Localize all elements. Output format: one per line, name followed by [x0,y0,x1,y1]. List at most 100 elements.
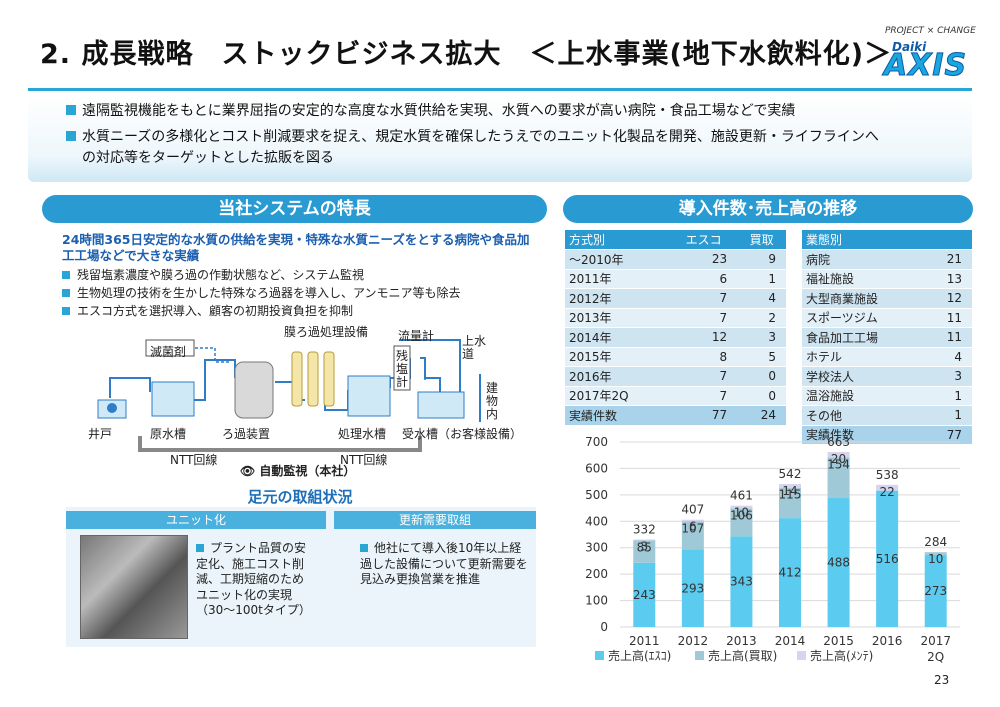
legend-swatch [797,651,806,660]
data-label: 10 [734,506,749,520]
bar-segment [633,562,656,627]
table-total-row: 実績件数 77 24 [565,405,786,426]
feature-point: 残留塩素濃度や膜ろ過の作動状態など、システム監視 [62,266,364,283]
table-row: 食品加工工場 11 [802,327,972,348]
table-cell: 9 [737,249,786,270]
table-cell: 学校法人 [802,366,907,387]
water-supply-label: 上水道 [462,334,487,361]
renew-heading: 更新需要取組 [334,511,536,529]
table-cell: 2014年 [565,327,670,348]
table-cell: スポーツジム [802,308,907,328]
filter-label: ろ過装置 [222,427,271,441]
table-cell: 6 [670,269,738,289]
flowmeter-label: 流量計 [398,329,435,343]
x-tick-sublabel: 2Q [927,650,944,664]
table-cell: 7 [670,386,738,406]
x-tick-label: 2014 [775,634,806,648]
disinfectant-box [145,339,195,357]
bar-segment [876,484,899,491]
table-cell: 11 [907,327,972,348]
table-cell: 13 [907,269,972,289]
filter-vessel-icon [234,361,274,419]
raw-tank-label: 原水槽 [150,427,187,441]
table-cell: 7 [670,288,738,309]
table-cell: 23 [670,249,738,270]
table-cell: 温浴施設 [802,386,907,406]
page-number: 23 [934,673,950,687]
table-cell: 1 [907,405,972,426]
unit-heading: ユニット化 [66,511,326,529]
total-label: 461 [730,489,753,503]
summary-bullet-2-cont: の対応等をターゲットとした拡販を図る [82,150,334,166]
summary-text: 水質ニーズの多様化とコスト削減要求を捉え、規定水質を確保したうえでのユニット化製… [82,129,879,145]
y-tick-label: 0 [600,620,608,634]
table-row: ～2010年 23 9 [565,249,786,270]
y-tick-label: 600 [585,461,608,475]
total-label: 663 [827,435,850,449]
table-cell: 11 [907,308,972,328]
table-row: 2013年 7 2 [565,308,786,328]
bar-segment [681,521,704,550]
table-cell: 2016年 [565,366,670,387]
title-divider [28,88,972,91]
total-label: 407 [681,503,704,517]
sales-chart: 0 100 200 300 400 500 600 700 243 853 332 2011 293 10… [585,435,960,664]
table-cell: 大型商業施設 [802,288,907,309]
table-row: 2014年 12 3 [565,327,786,348]
data-label: 3 [640,540,648,554]
renew-text-block: 他社にて導入後10年以上経過した設備について更新需要を見込み更換営業を推進 [360,541,530,588]
table-row: 2016年 7 0 [565,366,786,387]
data-label: 516 [876,552,899,566]
bullet-square-icon [62,289,70,297]
unit-product-photo [80,535,188,639]
table-cell: 病院 [802,249,907,270]
logo-tagline: PROJECT × CHANGE [885,26,976,36]
feature-text: 生物処理の技術を生かした特殊なろ過器を導入し、アンモニア等も除去 [77,286,461,300]
table-cell: 食品加工工場 [802,327,907,348]
bullet-square-icon [62,307,70,315]
table-row: 2015年 8 5 [565,347,786,367]
bar-segment [827,498,850,627]
table-cell: 4 [737,288,786,309]
table-cell: 77 [907,425,972,445]
table-row: 2011年 6 1 [565,269,786,289]
table-cell: 12 [670,327,738,348]
table-cell: ホテル [802,347,907,367]
bar-segment [730,505,753,509]
bullet-square-icon [66,131,76,141]
feature-text: エスコ方式を選択導入、顧客の初期投資負担を抑制 [77,304,354,318]
y-tick-label: 100 [585,594,608,608]
y-tick-label: 300 [585,541,608,555]
table-cell: その他 [802,405,907,426]
monitor-label: 👁 自動監視（本社） [240,462,355,479]
legend-swatch [695,651,704,660]
bar-segment [633,539,656,541]
x-tick-label: 2012 [678,634,709,648]
x-tick-label: 2013 [726,634,757,648]
recv-tank-icon [417,391,465,419]
table-cell: 2017年2Q [565,386,670,406]
y-tick-label: 400 [585,514,608,528]
table-cell: 3 [907,366,972,387]
table-cell: 福祉施設 [802,269,907,289]
table-cell: 2 [737,308,786,328]
table-cell: 1 [737,269,786,289]
building-label: 建物内 [486,381,499,421]
table-header [907,230,972,250]
table-cell: 2013年 [565,308,670,328]
bullet-square-icon [196,544,204,552]
process-diagram [97,339,481,452]
chlorine-label: 残塩計 [396,349,409,389]
data-label: 154 [827,457,850,471]
legend-label: 売上高(ﾒﾝﾃ) [810,648,873,663]
total-label: 284 [924,535,947,549]
table-row: 病院 21 [802,249,972,270]
x-tick-label: 2016 [872,634,903,648]
summary-bullet-2: 水質ニーズの多様化とコスト削減要求を捉え、規定水質を確保したうえでのユニット化製… [66,127,879,147]
logo-axis: AXIS [883,48,968,84]
data-label: 107 [681,521,704,535]
data-label: 22 [880,485,895,499]
table-cell: 8 [670,347,738,367]
table-cell: 1 [907,386,972,406]
feature-text: 残留塩素濃度や膜ろ過の作動状態など、システム監視 [77,268,365,282]
